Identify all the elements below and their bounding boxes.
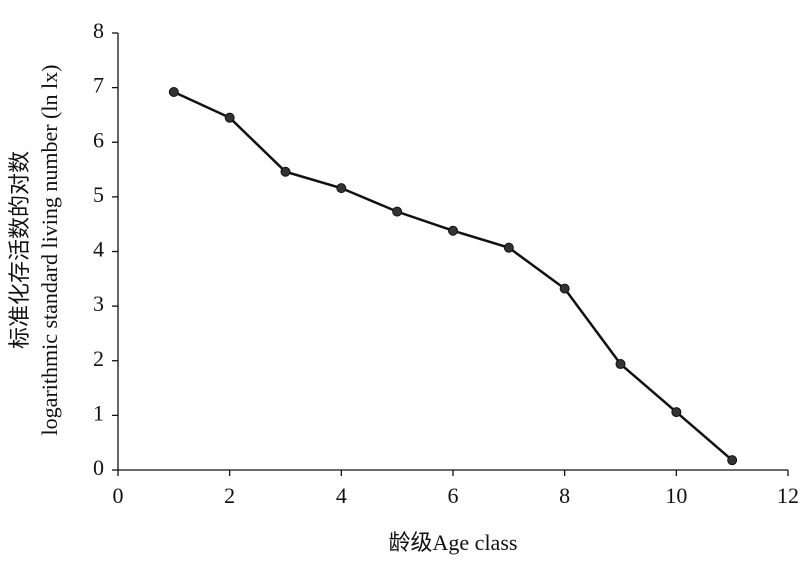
y-tick-label: 1	[93, 400, 104, 425]
y-tick-label: 4	[93, 237, 104, 262]
y-tick-label: 7	[93, 73, 104, 98]
y-axis-label: 标准化存活数的对数	[7, 151, 32, 349]
x-axis-label: 龄级Age class	[389, 530, 518, 555]
data-line	[173, 90, 733, 462]
x-tick-label: 0	[113, 483, 124, 508]
data-point	[392, 206, 403, 217]
data-point	[280, 166, 291, 177]
x-tick-label: 2	[224, 483, 235, 508]
data-point	[224, 112, 235, 123]
data-point	[503, 242, 514, 253]
data-point	[559, 283, 570, 294]
y-tick-label: 6	[93, 127, 104, 152]
x-tick-label: 4	[336, 483, 347, 508]
data-point	[448, 225, 458, 236]
x-tick-label: 6	[448, 483, 459, 508]
y-tick-label: 8	[93, 18, 104, 43]
x-tick-label: 10	[665, 483, 687, 508]
data-point	[615, 359, 626, 370]
y-tick-label: 3	[93, 291, 104, 316]
y-tick-label: 5	[93, 182, 104, 207]
data-point	[727, 455, 738, 466]
data-point	[671, 407, 682, 418]
x-tick-label: 12	[777, 483, 799, 508]
y-axis-label: logarithmic standard living number (ln l…	[37, 65, 62, 436]
x-tick-label: 8	[559, 483, 570, 508]
data-point	[336, 183, 347, 194]
y-tick-label: 0	[93, 455, 104, 480]
y-tick-label: 2	[93, 346, 104, 371]
data-point	[168, 86, 179, 97]
